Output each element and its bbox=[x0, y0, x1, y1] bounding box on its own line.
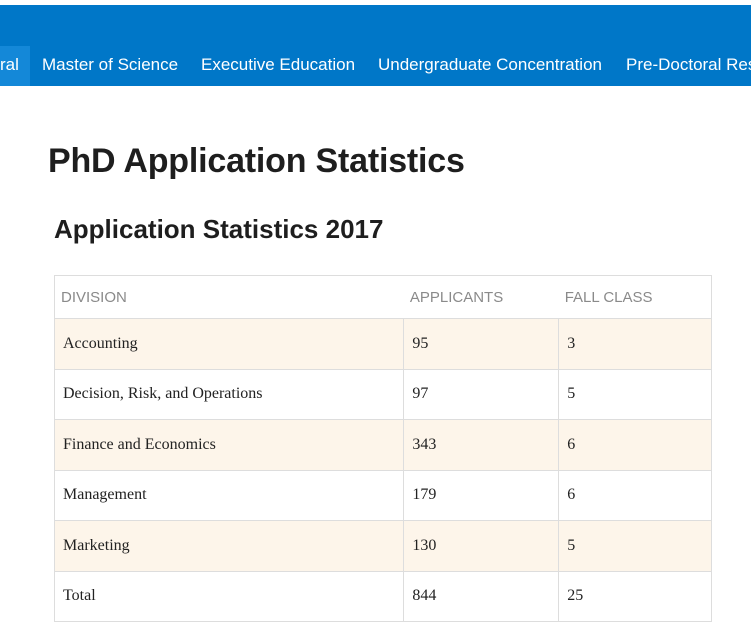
table-cell: 5 bbox=[558, 368, 712, 420]
table-cell: 95 bbox=[403, 318, 560, 370]
table-cell: 130 bbox=[403, 520, 560, 572]
table-cell: Total bbox=[53, 570, 405, 622]
table-cell: 844 bbox=[403, 570, 560, 622]
nav-link[interactable]: Master of Science bbox=[42, 55, 179, 74]
nav-link[interactable]: Executive Education bbox=[201, 55, 356, 74]
table-cell: 5 bbox=[558, 520, 712, 572]
nav-link[interactable]: ral bbox=[0, 46, 30, 86]
table-cell: 343 bbox=[403, 419, 560, 471]
table-cell: 3 bbox=[558, 318, 712, 370]
table-cell: Management bbox=[53, 469, 405, 521]
table-cell: 6 bbox=[558, 469, 712, 521]
table-cell: 6 bbox=[558, 419, 712, 471]
table-row: Decision, Risk, and Operations 97 5 bbox=[53, 368, 712, 420]
page-title: PhD Application Statistics bbox=[48, 142, 465, 180]
table-row: Accounting 95 3 bbox=[53, 318, 712, 370]
table-cell: 25 bbox=[558, 570, 712, 622]
table-row: Finance and Economics 343 6 bbox=[53, 419, 712, 471]
table-row: Total 844 25 bbox=[53, 570, 712, 622]
header-row: DIVISION APPLICANTS FALL CLASS bbox=[53, 275, 712, 319]
table-cell: Finance and Economics bbox=[53, 419, 405, 471]
section-title: Application Statistics 2017 bbox=[54, 214, 384, 244]
nav-bar: ral Master of Science Executive Educatio… bbox=[0, 46, 751, 86]
table-cell: Accounting bbox=[53, 318, 405, 370]
top-bar bbox=[0, 5, 751, 46]
table-cell: Marketing bbox=[53, 520, 405, 572]
column-header: APPLICANTS bbox=[403, 275, 559, 319]
stats-table: DIVISION APPLICANTS FALL CLASS Accounting 9… bbox=[53, 275, 712, 622]
nav-link[interactable]: Undergraduate Concentration bbox=[378, 55, 602, 74]
column-header: DIVISION bbox=[53, 275, 404, 319]
table-cell: 97 bbox=[403, 368, 560, 420]
nav-link[interactable]: Pre-Doctoral Res bbox=[626, 55, 751, 74]
table-row: Marketing 130 5 bbox=[53, 520, 712, 572]
column-header: FALL CLASS bbox=[558, 275, 712, 319]
table-cell: 179 bbox=[403, 469, 560, 521]
table-row: Management 179 6 bbox=[53, 469, 712, 521]
table-cell: Decision, Risk, and Operations bbox=[53, 368, 405, 420]
